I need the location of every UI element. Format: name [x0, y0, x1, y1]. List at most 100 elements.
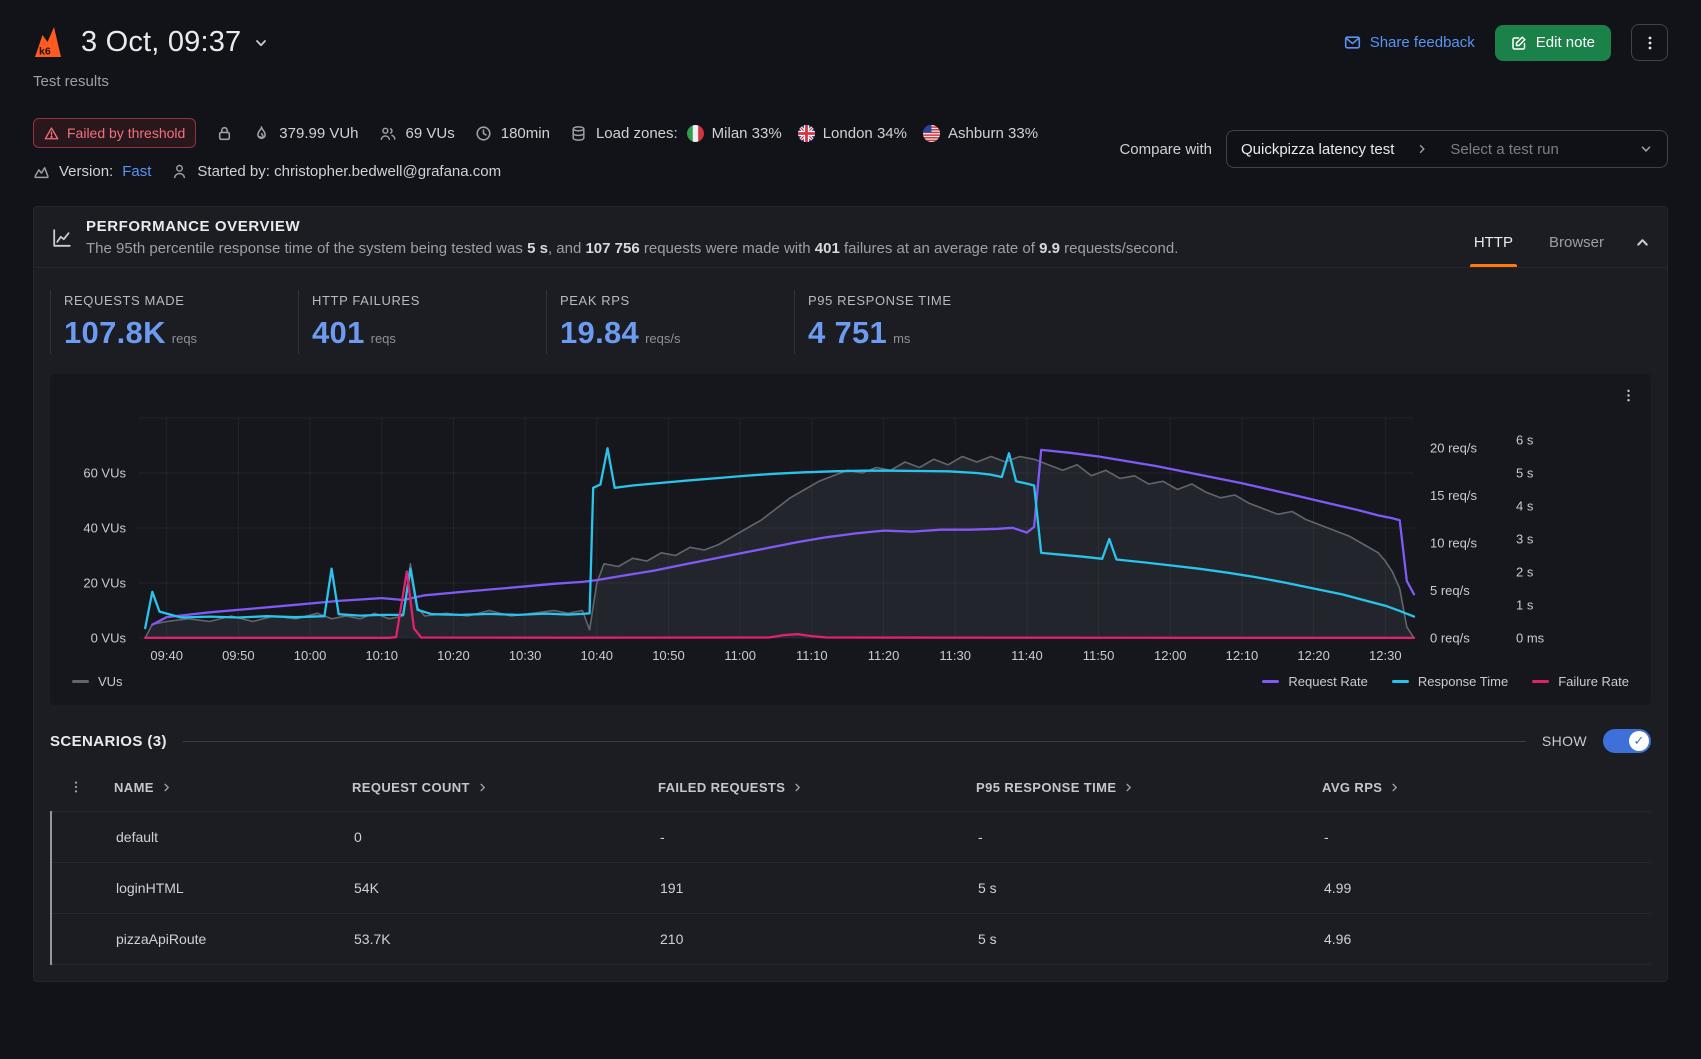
version-link[interactable]: Fast	[122, 163, 152, 180]
scenarios-divider	[182, 740, 1526, 742]
legend-swatch	[1532, 680, 1550, 683]
svg-text:12:10: 12:10	[1226, 648, 1259, 663]
sort-chevron-icon	[1389, 782, 1400, 793]
version-label: Version:	[59, 163, 114, 180]
stat-label: REQUESTS MADE	[64, 293, 185, 308]
svg-text:60 VUs: 60 VUs	[83, 466, 126, 481]
edit-icon	[1512, 35, 1526, 50]
column-label: FAILED REQUESTS	[658, 779, 786, 795]
overview-chart: 09:40 09:50 10:00 10:10 10:20 10:30 10:40 10:50…	[83, 417, 1545, 663]
uk-flag	[797, 124, 815, 142]
legend-item-response-time[interactable]: Response Time	[1391, 674, 1509, 689]
title-chevron-down-icon	[256, 39, 267, 46]
duration-stat: 180min	[475, 125, 550, 142]
chevron-right-icon	[1420, 144, 1425, 154]
cell-request-count: 0	[354, 829, 362, 845]
legend-label: Response Time	[1417, 674, 1509, 689]
load-zone: Ashburn 33%	[922, 124, 1038, 142]
column-header-p95-response-time[interactable]: P95 RESPONSE TIME	[964, 780, 1310, 795]
stat-unit: reqs/s	[645, 331, 681, 346]
svg-text:6 s: 6 s	[1516, 433, 1534, 448]
chart-legend: VUs Request Rate Response Time Failure Rat…	[58, 670, 1643, 699]
share-feedback-label: Share feedback	[1369, 34, 1475, 51]
share-feedback-link[interactable]: Share feedback	[1344, 34, 1475, 51]
legend-item-request-rate[interactable]: Request Rate	[1262, 674, 1368, 689]
load-zone: London 34%	[797, 124, 907, 142]
duration-value: 180min	[500, 124, 550, 142]
column-header-name[interactable]: NAME	[102, 780, 340, 795]
panel-title: PERFORMANCE OVERVIEW	[86, 218, 301, 235]
stat-p95-response-time: P95 RESPONSE TIME 4 751 ms	[794, 290, 1042, 354]
cell-name: loginHTML	[116, 880, 184, 896]
table-kebab-button[interactable]	[50, 780, 102, 794]
column-label: REQUEST COUNT	[352, 779, 470, 795]
status-badge-label: Failed by threshold	[67, 125, 186, 141]
table-row-default[interactable]: default 0 - - -	[52, 811, 1651, 862]
stat-label: HTTP FAILURES	[312, 293, 420, 308]
svg-text:10:00: 10:00	[294, 648, 327, 663]
user-icon	[171, 163, 188, 180]
chart-line-icon	[50, 226, 74, 250]
vuh-value: 379.99 VUh	[279, 124, 359, 142]
sort-chevron-icon	[161, 782, 172, 793]
stat-value: 107.8K	[64, 315, 166, 350]
svg-text:10:40: 10:40	[581, 648, 614, 663]
cell-avg-rps: 4.96	[1324, 931, 1352, 947]
collapse-chevron-up-icon[interactable]	[1634, 234, 1651, 251]
edit-note-button[interactable]: Edit note	[1494, 24, 1611, 61]
legend-label: Request Rate	[1288, 674, 1368, 689]
column-label: NAME	[114, 779, 154, 795]
status-badge: Failed by threshold	[33, 118, 197, 148]
svg-text:5 req/s: 5 req/s	[1430, 583, 1470, 598]
svg-text:40 VUs: 40 VUs	[83, 521, 126, 536]
us-flag	[922, 124, 940, 142]
stat-value: 401	[312, 315, 365, 350]
warning-icon	[44, 126, 59, 139]
scenarios-table-header: NAME REQUEST COUNT FAILED REQUESTS P95 RESP…	[50, 763, 1651, 811]
cell-p95-response-time: 5 s	[978, 931, 997, 947]
svg-text:12:30: 12:30	[1369, 648, 1402, 663]
svg-text:2 s: 2 s	[1516, 565, 1534, 580]
legend-item-failure-rate[interactable]: Failure Rate	[1532, 674, 1629, 689]
stat-peak-rps: PEAK RPS 19.84 reqs/s	[546, 290, 794, 354]
column-header-avg-rps[interactable]: AVG RPS	[1310, 780, 1651, 795]
svg-text:12:20: 12:20	[1297, 648, 1330, 663]
performance-overview-panel: PERFORMANCE OVERVIEW The 95th percentile…	[33, 206, 1668, 982]
load-zone: Milan 33%	[686, 124, 782, 142]
legend-swatch	[1262, 680, 1280, 683]
load-zones: Load zones: Milan 33% London 34% Ashburn 3…	[570, 124, 1038, 142]
cell-p95-response-time: 5 s	[978, 880, 997, 896]
kebab-icon	[1648, 36, 1651, 49]
svg-text:20 req/s: 20 req/s	[1430, 441, 1477, 456]
column-header-failed-requests[interactable]: FAILED REQUESTS	[646, 780, 964, 795]
cell-failed-requests: 191	[660, 880, 684, 896]
svg-text:11:20: 11:20	[868, 648, 900, 663]
compare-test-select[interactable]: Quickpizza latency test Select a test ru…	[1226, 130, 1668, 168]
stat-unit: reqs	[370, 331, 396, 346]
column-header-request-count[interactable]: REQUEST COUNT	[340, 780, 646, 795]
cell-failed-requests: -	[660, 829, 665, 845]
compare-with-label: Compare with	[1119, 140, 1212, 158]
load-zone-list: Milan 33% London 34% Ashburn 33%	[686, 124, 1038, 142]
show-toggle[interactable]: ✓	[1603, 729, 1651, 753]
stat-label: PEAK RPS	[560, 293, 630, 308]
table-row-pizzaApiRoute[interactable]: pizzaApiRoute 53.7K 210 5 s 4.96	[52, 913, 1651, 965]
stat-label: P95 RESPONSE TIME	[808, 293, 952, 308]
legend-right-group: Request Rate Response Time Failure Rate	[1262, 674, 1629, 689]
compare-with: Compare with Quickpizza latency test Sel…	[1119, 130, 1668, 168]
table-row-loginHTML[interactable]: loginHTML 54K 191 5 s 4.99	[52, 862, 1651, 913]
scenarios-table: NAME REQUEST COUNT FAILED REQUESTS P95 RESP…	[50, 763, 1651, 965]
run-title-dropdown[interactable]: 3 Oct, 09:37	[81, 26, 269, 59]
clock-icon	[475, 125, 492, 142]
svg-text:1 s: 1 s	[1516, 598, 1534, 613]
chart-kebab-button[interactable]	[1615, 382, 1641, 408]
scenarios-header: SCENARIOS (3) SHOW ✓	[34, 705, 1667, 761]
cell-name: default	[116, 829, 159, 845]
legend-item-vus[interactable]: VUs	[72, 674, 123, 689]
scenarios-title: SCENARIOS (3)	[50, 732, 167, 750]
zone-label: Milan 33%	[711, 124, 782, 142]
header-kebab-button[interactable]	[1631, 24, 1668, 61]
lock-icon	[216, 125, 233, 142]
tab-http[interactable]: HTTP	[1469, 218, 1518, 267]
tab-browser[interactable]: Browser	[1548, 234, 1604, 251]
